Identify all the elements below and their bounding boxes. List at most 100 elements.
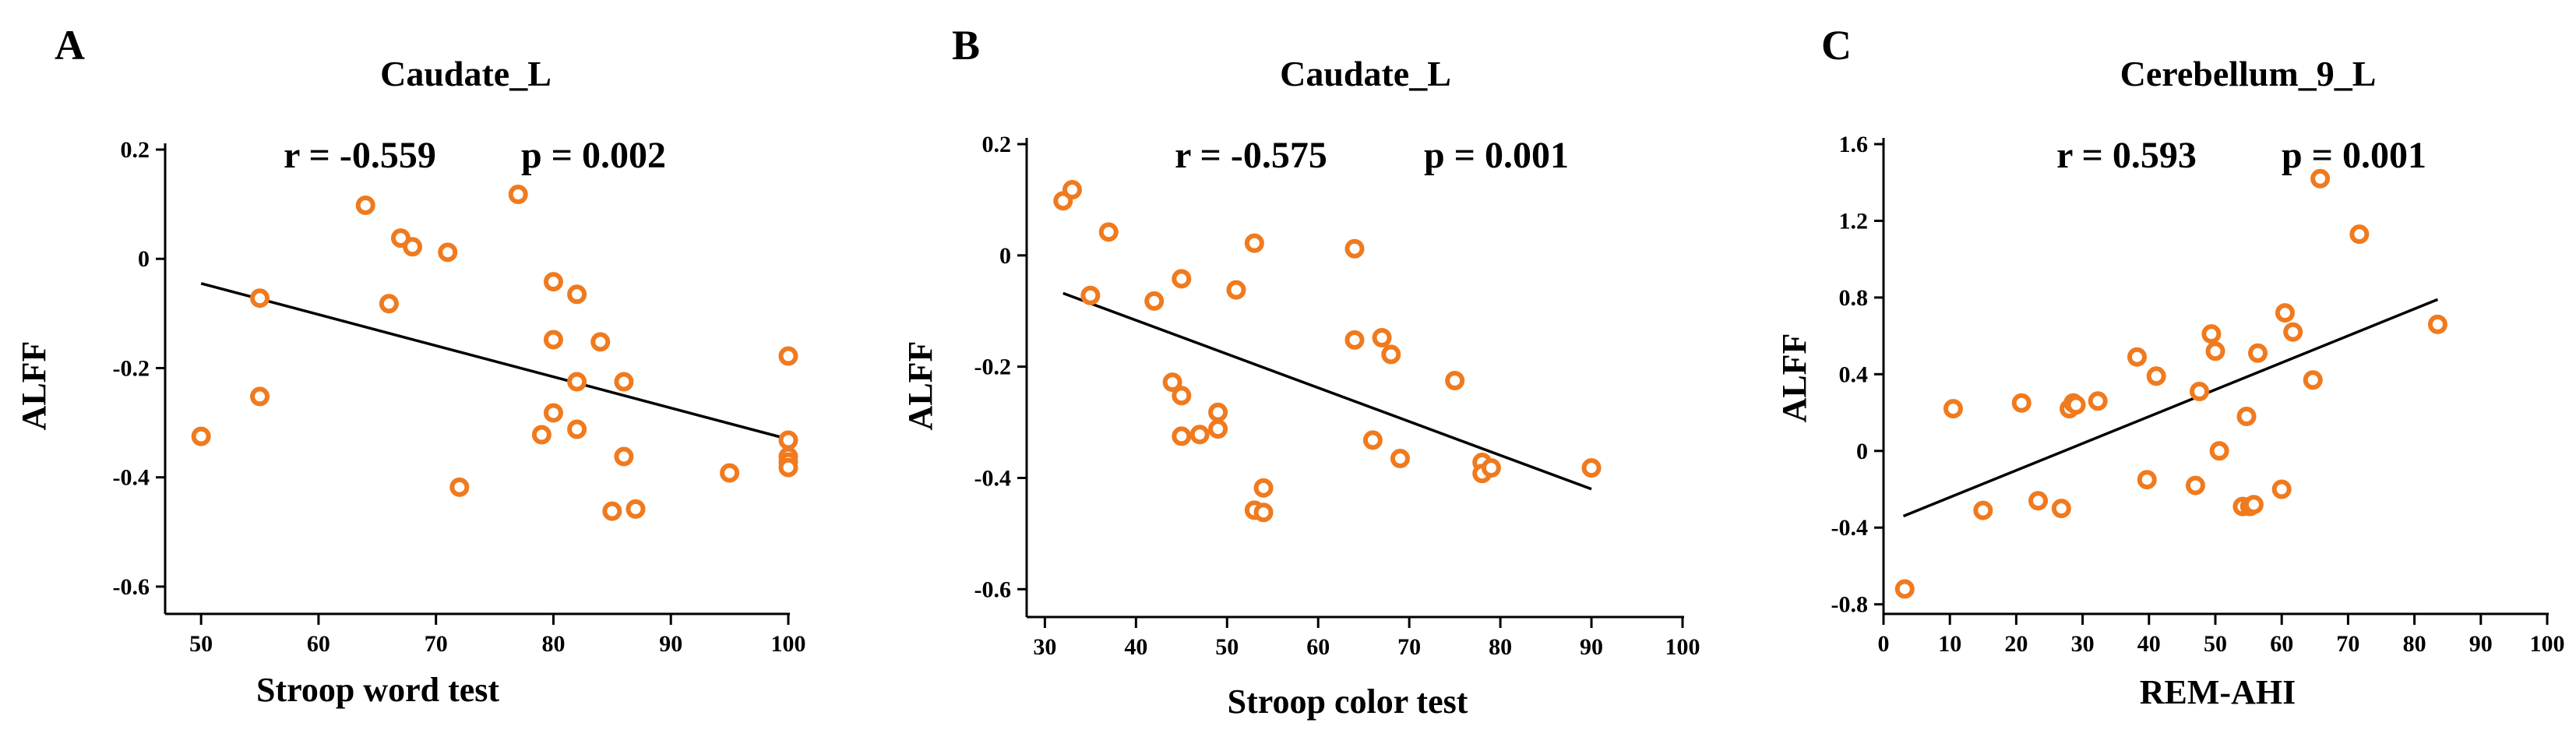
data-point xyxy=(1253,503,1274,523)
data-point xyxy=(2275,303,2295,323)
panel-label: B xyxy=(952,22,980,69)
data-point xyxy=(2137,470,2157,490)
y-tick-label: 1.6 xyxy=(1839,132,1869,157)
y-tick-label: 0 xyxy=(1856,439,1868,464)
plot-area: 1.6 1.2 0.8 0.4 0 -0.4 -0.8 0 10 20 30 40 50 60 70 80 90… xyxy=(1831,132,2565,657)
y-axis-label: ALFF xyxy=(1775,333,1813,423)
r-value: r = -0.575 xyxy=(1175,135,1327,176)
data-point xyxy=(1144,291,1165,311)
data-point xyxy=(2205,341,2225,361)
data-point xyxy=(1381,344,1401,365)
data-point xyxy=(590,332,611,352)
plot-area: 0.2 0 -0.2 -0.4 -0.6 30 40 50 60 70 80 90 100 xyxy=(974,132,1700,660)
data-point xyxy=(438,242,458,263)
data-point xyxy=(1943,399,1963,419)
panel-c: C Cerebellum_9_L r = 0.593 p = 0.001 REM… xyxy=(1775,22,2565,711)
data-point xyxy=(1372,328,1392,348)
chart-title: Cerebellum_9_L xyxy=(2120,54,2377,93)
data-point xyxy=(1481,458,1501,478)
data-point xyxy=(1894,579,1915,599)
data-point xyxy=(2303,370,2323,390)
data-point xyxy=(531,425,551,445)
x-tick-label: 80 xyxy=(1489,634,1512,660)
data-point xyxy=(778,346,798,366)
data-point xyxy=(543,403,563,423)
x-tick-label: 50 xyxy=(189,631,213,657)
x-tick-label: 30 xyxy=(2071,631,2095,657)
data-point xyxy=(1098,222,1119,242)
data-point xyxy=(403,237,423,257)
x-tick-label: 90 xyxy=(2469,631,2493,657)
data-point xyxy=(778,457,798,478)
x-tick-label: 10 xyxy=(1938,631,1961,657)
regression-line xyxy=(200,282,789,441)
x-tick-label: 50 xyxy=(1215,634,1239,660)
data-point xyxy=(2066,395,2086,415)
data-point xyxy=(355,196,375,216)
data-point xyxy=(250,386,270,407)
r-value: r = 0.593 xyxy=(2056,135,2197,176)
data-point xyxy=(2146,366,2166,386)
data-point xyxy=(1172,269,1192,289)
data-point xyxy=(1172,386,1192,406)
x-tick-label: 100 xyxy=(771,631,806,657)
data-point xyxy=(1244,233,1264,253)
data-point xyxy=(614,446,634,467)
y-tick-label: 0.2 xyxy=(982,132,1012,157)
data-point xyxy=(508,184,528,204)
y-tick-label: 0.2 xyxy=(121,137,150,163)
data-point xyxy=(250,288,270,309)
data-point xyxy=(379,294,399,314)
y-tick-label: -0.6 xyxy=(113,574,150,600)
y-tick-label: -0.4 xyxy=(1831,515,1869,541)
regression-line xyxy=(1062,291,1592,491)
panel-b: B Caudate_L r = -0.575 p = 0.001 Stroop … xyxy=(901,22,1700,721)
data-point xyxy=(191,426,211,446)
data-point xyxy=(2201,324,2222,344)
y-tick-label: -0.6 xyxy=(974,577,1012,602)
data-point xyxy=(1253,478,1274,498)
data-point xyxy=(449,477,470,497)
y-tick-label: 0 xyxy=(999,243,1011,269)
data-point xyxy=(2243,495,2264,515)
y-tick-label: 1.2 xyxy=(1839,208,1869,234)
y-tick-label: -0.4 xyxy=(974,465,1012,491)
x-tick-label: 40 xyxy=(1124,634,1147,660)
p-value: p = 0.001 xyxy=(2282,135,2426,176)
x-tick-label: 100 xyxy=(1665,634,1700,660)
chart-title: Caudate_L xyxy=(380,54,551,93)
panel-label: C xyxy=(1821,22,1852,69)
x-tick-label: 80 xyxy=(541,631,565,657)
x-axis-label: Stroop color test xyxy=(1228,682,1468,721)
data-point xyxy=(2427,314,2447,334)
data-point xyxy=(567,372,587,392)
data-point xyxy=(2051,499,2071,519)
data-point xyxy=(2236,406,2257,426)
x-tick-label: 70 xyxy=(425,631,448,657)
y-tick-label: -0.4 xyxy=(113,465,150,491)
x-tick-label: 70 xyxy=(2336,631,2359,657)
data-point xyxy=(778,430,798,450)
data-point xyxy=(1208,419,1228,439)
x-axis-label: Stroop word test xyxy=(256,671,499,709)
x-tick-label: 90 xyxy=(1580,634,1603,660)
data-point xyxy=(2127,347,2147,367)
x-tick-label: 60 xyxy=(1306,634,1330,660)
panel-a: A Caudate_L r = -0.559 p = 0.002 Stroop … xyxy=(15,22,806,709)
y-tick-label: -0.2 xyxy=(974,354,1012,380)
y-tick-label: 0.8 xyxy=(1839,285,1869,311)
data-point xyxy=(2011,393,2032,413)
data-point xyxy=(625,499,646,519)
x-tick-label: 30 xyxy=(1033,634,1056,660)
data-point xyxy=(2310,168,2331,189)
data-point xyxy=(720,463,740,483)
plot-area: 0.2 0 -0.2 -0.4 -0.6 50 60 70 80 90 100 xyxy=(113,137,806,657)
data-point xyxy=(2185,475,2205,495)
data-point xyxy=(1172,426,1192,446)
data-point xyxy=(2349,224,2370,245)
data-point xyxy=(2088,391,2108,411)
y-tick-label: -0.8 xyxy=(1831,592,1869,618)
y-tick-label: -0.2 xyxy=(113,355,150,381)
x-tick-label: 60 xyxy=(2270,631,2293,657)
